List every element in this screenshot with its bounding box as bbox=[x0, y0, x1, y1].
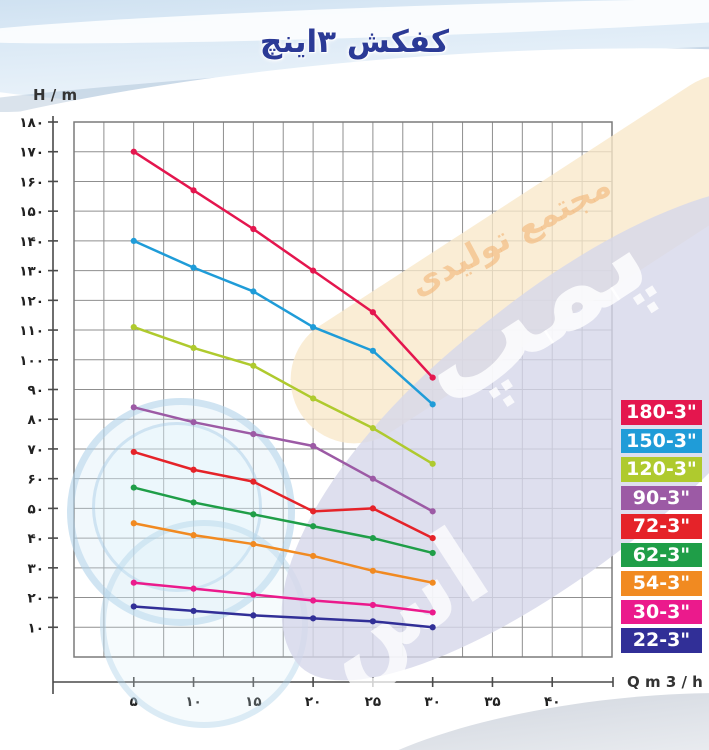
data-point bbox=[130, 148, 137, 155]
legend-item-72-3-: 72-3" bbox=[621, 514, 702, 539]
data-point bbox=[190, 264, 197, 271]
x-tick-label: ۵ bbox=[130, 694, 138, 710]
y-tick-label: ۶۰ bbox=[28, 472, 44, 488]
data-point bbox=[310, 323, 317, 331]
x-axis-title: Q m 3 / h bbox=[627, 673, 703, 691]
data-point bbox=[429, 401, 436, 408]
x-tick-label: ۱۰ bbox=[185, 694, 201, 710]
data-point bbox=[190, 466, 197, 473]
data-point bbox=[310, 267, 317, 274]
y-tick-label: ۱۸۰ bbox=[19, 115, 44, 131]
y-tick-label: ۱۲۰ bbox=[19, 293, 44, 309]
legend-item-22-3-: 22-3" bbox=[621, 628, 702, 653]
data-point bbox=[369, 309, 376, 316]
series-54-3- bbox=[130, 520, 436, 586]
y-tick-label: ۱۴۰ bbox=[19, 234, 44, 250]
data-point bbox=[429, 579, 436, 586]
series-72-3- bbox=[130, 448, 436, 542]
legend-item-120-3-: 120-3" bbox=[621, 457, 702, 482]
data-point bbox=[250, 511, 257, 518]
data-point bbox=[250, 430, 257, 438]
y-tick-label: ۱۰۰ bbox=[19, 353, 44, 369]
data-point bbox=[190, 499, 197, 506]
data-point bbox=[310, 615, 317, 622]
data-point bbox=[369, 567, 376, 574]
data-point bbox=[190, 344, 197, 351]
data-point bbox=[369, 535, 376, 542]
data-point bbox=[130, 579, 137, 586]
data-point bbox=[310, 442, 317, 450]
y-tick-label: ۱۷۰ bbox=[19, 145, 44, 161]
y-tick-label: ۷۰ bbox=[28, 442, 44, 458]
data-point bbox=[130, 603, 137, 610]
data-point bbox=[250, 225, 257, 233]
data-point bbox=[190, 419, 197, 426]
data-point bbox=[130, 448, 137, 456]
data-point bbox=[429, 549, 436, 557]
data-point bbox=[429, 508, 436, 515]
page-title: کفکش ۳اینچ bbox=[259, 24, 450, 60]
legend: 180-3" 150-3" 120-3" 90-3" 72-3" 62-3" 54-3" 30… bbox=[621, 400, 702, 653]
data-point bbox=[190, 187, 197, 194]
data-point bbox=[310, 508, 317, 515]
y-tick-label: ۹۰ bbox=[28, 383, 44, 399]
data-point bbox=[250, 612, 257, 619]
data-point bbox=[369, 475, 376, 482]
y-tick-label: ۸۰ bbox=[28, 412, 44, 428]
data-point bbox=[310, 523, 317, 530]
y-axis-title: H / m bbox=[33, 86, 78, 104]
legend-item-90-3-: 90-3" bbox=[621, 485, 702, 510]
data-point bbox=[369, 505, 376, 512]
y-tick-label: ۵۰ bbox=[28, 501, 44, 517]
data-point bbox=[190, 532, 197, 539]
data-point bbox=[369, 347, 376, 354]
data-point bbox=[130, 520, 137, 527]
data-point bbox=[250, 478, 257, 485]
legend-item-150-3-: 150-3" bbox=[621, 428, 702, 453]
data-point bbox=[429, 535, 436, 542]
data-point bbox=[190, 585, 197, 592]
data-point bbox=[310, 597, 317, 604]
series-180-3- bbox=[130, 148, 436, 381]
y-tick-label: ۱۵۰ bbox=[19, 204, 44, 220]
data-point bbox=[429, 374, 436, 381]
legend-item-62-3-: 62-3" bbox=[621, 542, 702, 567]
data-point bbox=[429, 624, 436, 631]
series-120-3- bbox=[130, 323, 436, 467]
data-point bbox=[369, 618, 376, 625]
data-point bbox=[429, 460, 436, 467]
data-point bbox=[310, 552, 317, 560]
legend-item-54-3-: 54-3" bbox=[621, 571, 702, 596]
data-point bbox=[130, 404, 137, 411]
y-tick-label: ۳۰ bbox=[28, 561, 44, 577]
data-point bbox=[369, 425, 376, 432]
y-tick-label: ۱۳۰ bbox=[19, 264, 44, 280]
data-point bbox=[250, 540, 257, 548]
data-point bbox=[130, 323, 137, 331]
y-tick-label: ۱۰ bbox=[28, 620, 44, 636]
data-point bbox=[190, 607, 197, 615]
data-point bbox=[130, 484, 137, 491]
y-tick-label: ۴۰ bbox=[28, 531, 44, 547]
y-tick-label: ۲۰ bbox=[28, 591, 44, 607]
data-point bbox=[369, 601, 376, 609]
data-point bbox=[310, 395, 317, 402]
data-point bbox=[130, 237, 137, 244]
legend-item-180-3-: 180-3" bbox=[621, 400, 702, 425]
data-point bbox=[250, 288, 257, 295]
data-point bbox=[250, 362, 257, 369]
legend-item-30-3-: 30-3" bbox=[621, 599, 702, 624]
y-tick-label: ۱۱۰ bbox=[19, 323, 44, 339]
data-point bbox=[429, 609, 436, 616]
data-point bbox=[250, 591, 257, 598]
y-tick-label: ۱۶۰ bbox=[19, 174, 44, 190]
